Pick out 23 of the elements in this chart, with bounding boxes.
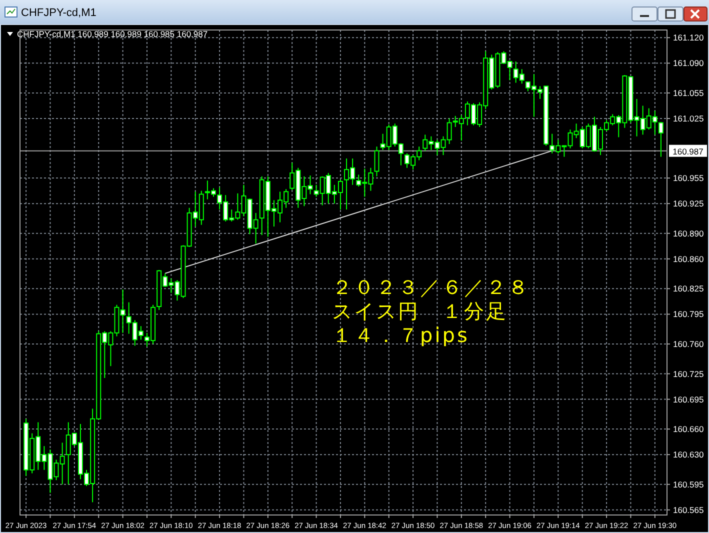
y-tick-label: 160.695 [673,394,704,404]
annotation: スイス円 １分足 [332,299,508,323]
chart-title: CHFJPY-cd,M1 [21,7,96,19]
y-tick-label: 160.660 [673,424,704,434]
candlestick [374,146,380,177]
y-tick-label: 160.825 [673,284,704,294]
y-tick-label: 160.725 [673,368,704,379]
annotation: １４．７pips [332,323,470,347]
y-tick-label: 161.025 [673,113,704,124]
y-tick-label: 160.890 [673,228,704,238]
y-tick-label: 161.055 [673,88,704,98]
y-tick-label: 160.565 [673,504,704,515]
y-tick-label: 160.630 [673,450,704,460]
y-tick-label: 161.120 [673,32,704,43]
y-tick-label: 161.090 [673,58,704,68]
annotation: ２０２３／６／２８ [332,275,530,299]
y-tick-label: 160.860 [673,254,704,264]
y-tick-label: 160.795 [673,309,704,320]
y-tick-label: 160.760 [673,338,704,349]
ref-line-label: 160.987 [672,146,704,156]
y-tick-label: 160.955 [673,173,704,184]
y-tick-label: 160.925 [673,198,704,209]
y-tick-label: 160.595 [673,479,704,490]
